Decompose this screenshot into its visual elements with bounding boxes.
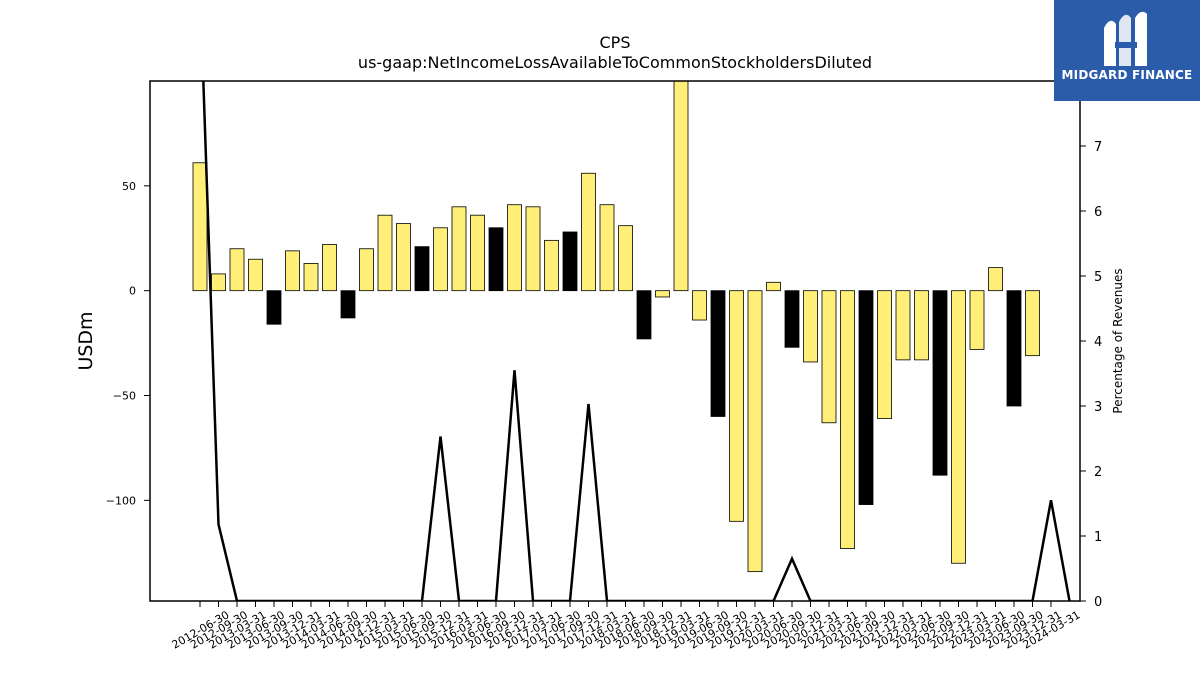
logo: MIDGARD FINANCE xyxy=(1054,0,1200,101)
bar xyxy=(211,273,226,292)
y2-axis-label: Percentage of Revenues xyxy=(1111,268,1125,413)
bar xyxy=(1006,290,1022,407)
bar xyxy=(710,290,726,417)
y2-tick-label: 4 xyxy=(1094,335,1102,350)
bar xyxy=(895,290,911,361)
bar xyxy=(359,248,374,292)
bar xyxy=(488,227,504,292)
bar xyxy=(932,290,948,476)
y2-tick-label: 5 xyxy=(1094,270,1102,285)
bar xyxy=(1025,290,1040,357)
bar xyxy=(747,290,763,573)
bar xyxy=(840,290,855,549)
y2-tick-label: 3 xyxy=(1094,400,1102,415)
bar xyxy=(766,281,781,292)
bar xyxy=(821,290,837,424)
bar xyxy=(914,290,929,361)
y2-tick-label: 0 xyxy=(1094,595,1102,610)
midgard-logo-icon xyxy=(1104,11,1147,66)
bar xyxy=(877,290,892,419)
bar xyxy=(636,290,652,340)
bar xyxy=(192,162,208,292)
bar xyxy=(340,290,356,319)
y-axis-label: USDm xyxy=(75,311,97,370)
bar xyxy=(599,204,615,292)
bar xyxy=(969,290,985,350)
bar xyxy=(303,263,319,292)
bar xyxy=(784,290,800,348)
bar xyxy=(858,290,874,505)
bar xyxy=(988,267,1003,292)
bar xyxy=(377,214,393,292)
bar xyxy=(951,290,966,564)
bar xyxy=(618,225,633,292)
bar xyxy=(285,250,300,292)
bar xyxy=(396,223,411,292)
y2-tick-label: 1 xyxy=(1094,530,1102,545)
bars-layer xyxy=(192,81,1040,573)
bar xyxy=(322,244,337,292)
bar xyxy=(248,258,263,292)
chart-subtitle: us-gaap:NetIncomeLossAvailableToCommonSt… xyxy=(358,53,872,72)
chart-title: CPS xyxy=(600,33,631,52)
y2-tick-label: 6 xyxy=(1094,205,1102,220)
bar xyxy=(803,290,818,363)
bar xyxy=(525,206,541,292)
bar xyxy=(729,290,744,522)
bar xyxy=(266,290,282,325)
bar xyxy=(451,206,467,292)
y2-tick-label: 7 xyxy=(1094,140,1102,155)
bar xyxy=(562,231,578,292)
bar xyxy=(433,227,448,292)
bar xyxy=(692,290,707,321)
y2-tick-label: 2 xyxy=(1094,465,1102,480)
bar xyxy=(414,246,430,292)
bar xyxy=(673,81,689,292)
bar xyxy=(507,204,522,292)
bar xyxy=(229,248,245,292)
bar xyxy=(544,239,559,292)
y-tick-label: 0 xyxy=(129,285,136,298)
bar xyxy=(470,214,485,292)
logo-text: MIDGARD FINANCE xyxy=(1061,68,1193,82)
y-tick-label: −50 xyxy=(113,390,136,403)
y-tick-label: −100 xyxy=(106,494,136,507)
bar xyxy=(581,172,596,292)
y-tick-label: 50 xyxy=(122,180,136,193)
bar xyxy=(655,290,670,298)
